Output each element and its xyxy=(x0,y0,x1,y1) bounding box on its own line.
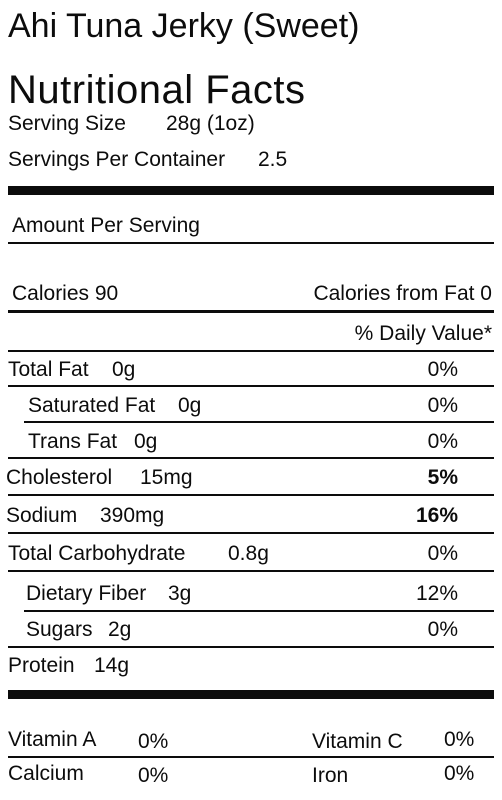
nutrient-dv: 0% xyxy=(427,618,458,641)
vitamin-dv: 0% xyxy=(138,730,169,753)
divider xyxy=(8,646,494,648)
divider xyxy=(8,532,494,534)
serving-size-value: 28g (1oz) xyxy=(166,112,255,135)
nutrient-name: Total Carbohydrate xyxy=(8,542,186,565)
serving-size-label: Serving Size xyxy=(8,112,126,135)
vitamin-name: Calcium xyxy=(8,762,84,785)
nutrient-name: Trans Fat xyxy=(28,430,118,453)
nutrient-name: Sugars xyxy=(26,618,93,641)
nutrient-name: Protein xyxy=(8,654,75,677)
divider xyxy=(8,385,494,387)
nutrient-dv: 0% xyxy=(427,430,458,453)
nutrient-amount: 0g xyxy=(112,358,136,381)
product-title: Ahi Tuna Jerky (Sweet) xyxy=(8,7,360,45)
nutrient-name: Sodium xyxy=(6,504,78,527)
nutrient-dv: 0% xyxy=(427,394,458,417)
nutrient-amount: 0.8g xyxy=(228,542,269,565)
nutrient-amount: 390mg xyxy=(100,504,165,527)
servings-per-container-value: 2.5 xyxy=(258,148,288,171)
nutrient-name: Cholesterol xyxy=(6,466,113,489)
thick-divider xyxy=(8,690,494,699)
divider xyxy=(8,570,494,572)
nutrient-dv: 0% xyxy=(427,358,458,381)
calories-from-fat: Calories from Fat 0 xyxy=(313,282,492,305)
vitamin-dv: 0% xyxy=(138,764,169,787)
divider xyxy=(8,350,494,352)
calories-label: Calories 90 xyxy=(12,282,119,305)
vitamin-name: Iron xyxy=(312,764,349,787)
nutrient-amount: 3g xyxy=(168,582,192,605)
vitamin-name: Vitamin C xyxy=(312,730,403,753)
servings-per-container-label: Servings Per Container xyxy=(8,148,226,171)
daily-value-header: % Daily Value* xyxy=(354,322,492,345)
vitamin-dv: 0% xyxy=(444,762,475,785)
divider xyxy=(8,457,494,459)
nutrient-amount: 2g xyxy=(108,618,132,641)
nutrient-amount: 15mg xyxy=(140,466,193,489)
divider xyxy=(24,421,494,423)
nutrient-name: Total Fat xyxy=(8,358,89,381)
nutrient-dv: 16% xyxy=(415,504,458,527)
divider xyxy=(8,756,494,758)
vitamin-name: Vitamin A xyxy=(8,728,97,751)
nutrient-dv: 12% xyxy=(415,582,458,605)
nutrient-amount: 0g xyxy=(178,394,202,417)
nutrient-dv: 0% xyxy=(427,542,458,565)
divider xyxy=(8,242,494,244)
divider xyxy=(8,494,494,496)
vitamin-dv: 0% xyxy=(444,728,475,751)
nutrient-dv: 5% xyxy=(427,466,458,489)
divider xyxy=(24,610,494,612)
nutrient-name: Dietary Fiber xyxy=(26,582,147,605)
thick-divider xyxy=(8,186,494,195)
nutrient-name: Saturated Fat xyxy=(28,394,156,417)
nutrient-amount: 14g xyxy=(94,654,130,677)
nutrient-amount: 0g xyxy=(134,430,158,453)
nutrition-heading: Nutritional Facts xyxy=(8,68,306,112)
divider xyxy=(8,310,494,313)
amount-per-serving: Amount Per Serving xyxy=(12,214,200,237)
